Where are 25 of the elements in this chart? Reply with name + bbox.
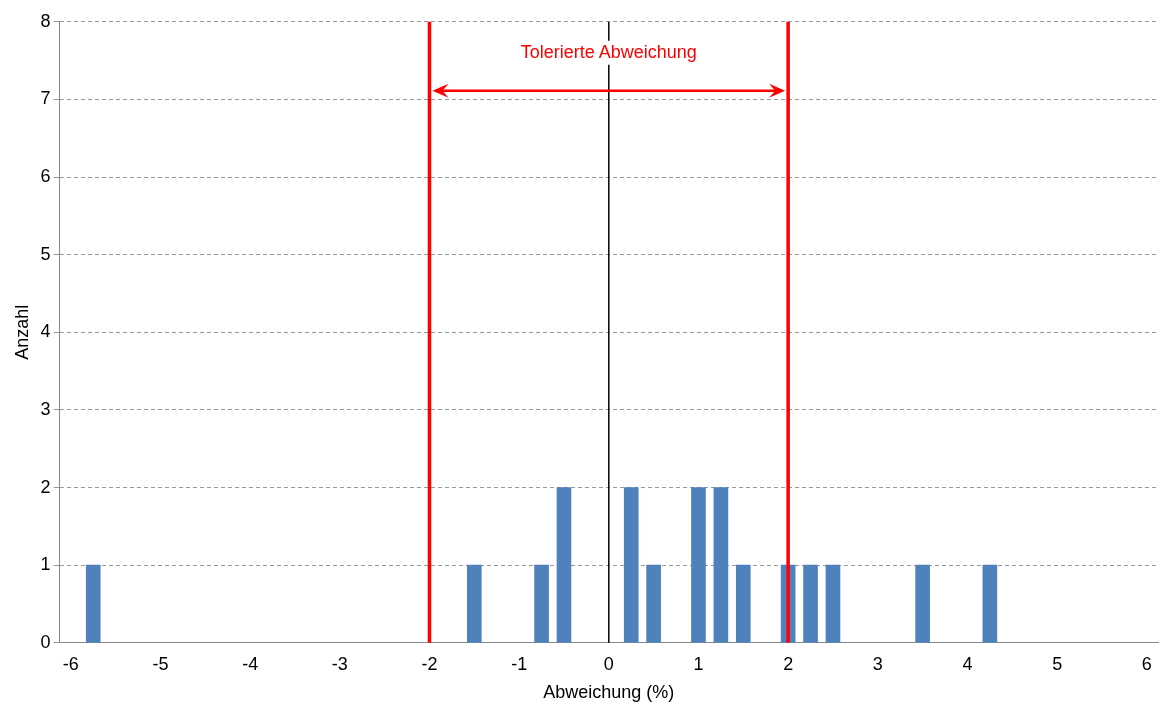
y-tick-label: 2 [40, 476, 51, 497]
x-tick-label: 2 [783, 653, 794, 674]
x-tick-label: 4 [962, 653, 973, 674]
x-tick-label: -4 [242, 653, 259, 674]
x-tick-label: 1 [693, 653, 704, 674]
y-tick-label: 6 [40, 166, 51, 187]
x-axis-title: Abweichung (%) [543, 682, 675, 703]
y-tick-label: 4 [40, 321, 51, 342]
y-tick-label: 7 [40, 88, 51, 109]
x-tick-label: 6 [1141, 653, 1152, 674]
y-tick-label: 3 [40, 398, 51, 419]
y-axis-title: Anzahl [11, 304, 32, 360]
x-tick-label: 0 [603, 653, 614, 674]
annotation: Tolerierte Abweichung [520, 41, 697, 62]
x-tick-label: -2 [421, 653, 438, 674]
x-tick-label: 3 [872, 653, 883, 674]
x-tick-label: -3 [331, 653, 348, 674]
y-tick-label: 0 [40, 631, 51, 652]
y-tick-label: 1 [40, 554, 51, 575]
x-tick-label: 5 [1052, 653, 1063, 674]
x-tick-label: -5 [152, 653, 169, 674]
x-tick-label: -1 [511, 653, 528, 674]
y-tick-label: 5 [40, 243, 51, 264]
x-tick-label: -6 [62, 653, 79, 674]
y-tick-label: 8 [40, 10, 51, 31]
